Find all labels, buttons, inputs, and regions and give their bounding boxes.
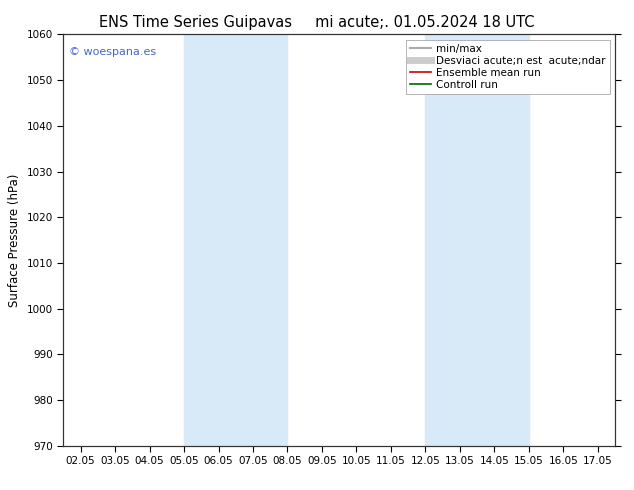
Legend: min/max, Desviaci acute;n est  acute;ndar, Ensemble mean run, Controll run: min/max, Desviaci acute;n est acute;ndar…: [406, 40, 610, 94]
Text: © woespana.es: © woespana.es: [69, 47, 156, 57]
Y-axis label: Surface Pressure (hPa): Surface Pressure (hPa): [8, 173, 21, 307]
Bar: [184, 34, 287, 446]
Bar: [425, 34, 529, 446]
Text: ENS Time Series Guipavas     mi acute;. 01.05.2024 18 UTC: ENS Time Series Guipavas mi acute;. 01.0…: [100, 15, 534, 30]
